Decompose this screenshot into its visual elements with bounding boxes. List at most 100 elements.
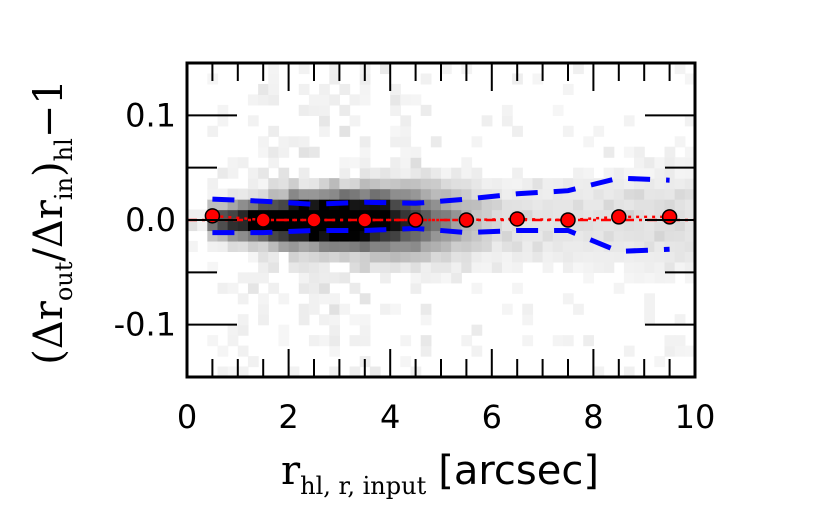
median-point: [661, 209, 678, 225]
heatmap-cell: [349, 366, 361, 378]
heatmap-cell: [491, 220, 503, 232]
heatmap-cell: [308, 188, 320, 200]
heatmap-cell: [583, 220, 594, 232]
heatmap-cell: [471, 324, 483, 336]
heatmap-cell: [268, 94, 280, 106]
heatmap-cell: [644, 157, 655, 169]
heatmap-cell: [634, 199, 645, 211]
heatmap-cell: [319, 314, 330, 326]
heatmap-cell: [501, 303, 513, 315]
heatmap-cell: [420, 230, 432, 242]
heatmap-cell: [583, 167, 594, 179]
heatmap-cell: [593, 240, 605, 252]
heatmap-cell: [623, 230, 635, 242]
heatmap-cell: [339, 188, 351, 200]
y-tick-label: -0.1: [114, 306, 176, 344]
heatmap-cell: [512, 282, 523, 294]
heatmap-cell: [237, 230, 249, 242]
heatmap-cell: [400, 136, 412, 148]
heatmap-cell: [542, 209, 554, 221]
heatmap-cell: [532, 73, 544, 85]
heatmap-cell: [664, 157, 676, 169]
heatmap-cell: [430, 188, 442, 200]
heatmap-cell: [573, 167, 584, 179]
heatmap-cell: [603, 188, 615, 200]
heatmap-cell: [430, 199, 442, 211]
heatmap-cell: [532, 230, 544, 242]
heatmap-cell: [268, 240, 280, 252]
y-label-part1: (Δr: [26, 300, 72, 364]
heatmap-cell: [217, 230, 229, 242]
heatmap-cell: [227, 240, 239, 252]
heatmap-cell: [207, 261, 219, 273]
x-tick-labels: 0 2 4 6 8 10: [177, 398, 716, 436]
heatmap-cell: [634, 220, 645, 232]
heatmap-cell: [420, 73, 432, 85]
heatmap-cell: [258, 94, 269, 106]
heatmap-cell: [481, 209, 493, 221]
y-axis-label: (Δrout/Δrin)hl−1: [26, 79, 78, 365]
heatmap-cell: [268, 282, 280, 294]
heatmap-cell: [400, 125, 412, 137]
heatmap-cell: [268, 83, 280, 95]
heatmap-cell: [369, 188, 381, 200]
heatmap-cell: [268, 178, 280, 190]
heatmap-cell: [207, 178, 219, 190]
heatmap-cell: [634, 178, 645, 190]
heatmap-cell: [278, 293, 290, 305]
heatmap-cell: [441, 188, 452, 200]
heatmap-cell: [329, 240, 340, 252]
heatmap-cell: [390, 303, 401, 315]
heatmap-cell: [349, 94, 361, 106]
x-axis-label-main: r: [281, 448, 301, 494]
heatmap-cell: [562, 178, 574, 190]
heatmap-cell: [227, 220, 239, 232]
heatmap-cell: [451, 261, 462, 273]
heatmap-cell: [329, 94, 340, 106]
heatmap-cell: [410, 146, 422, 158]
heatmap-cell: [258, 303, 269, 315]
heatmap-cell: [644, 251, 655, 263]
heatmap-cell: [207, 240, 219, 252]
heatmap-cell: [491, 209, 503, 221]
heatmap-cell: [542, 251, 554, 263]
heatmap-cell: [380, 251, 391, 263]
heatmap-cell: [308, 282, 320, 294]
heatmap-cell: [359, 94, 371, 106]
heatmap-cell: [380, 230, 391, 242]
heatmap-cell: [573, 220, 584, 232]
heatmap-cell: [258, 83, 269, 95]
heatmap-cell: [583, 136, 594, 148]
heatmap-cell: [349, 230, 361, 242]
heatmap-cell: [654, 167, 666, 179]
heatmap-cell: [674, 178, 686, 190]
heatmap-cell: [664, 220, 676, 232]
heatmap-cell: [359, 324, 371, 336]
x-axis-label-unit: [arcsec]: [438, 448, 599, 494]
heatmap-cell: [644, 303, 655, 315]
heatmap-cell: [430, 261, 442, 273]
heatmap-cell: [390, 104, 401, 116]
heatmap-cell: [654, 188, 666, 200]
heatmap-cell: [319, 220, 330, 232]
heatmap-cell: [258, 146, 269, 158]
heatmap-cell: [308, 293, 320, 305]
heatmap-cell: [308, 230, 320, 242]
heatmap-cell: [441, 261, 452, 273]
heatmap-cell: [288, 136, 300, 148]
heatmap-cell: [684, 220, 696, 232]
heatmap-cell: [522, 230, 534, 242]
heatmap-cell: [380, 261, 391, 273]
heatmap-cell: [674, 136, 686, 148]
heatmap-cell: [329, 303, 340, 315]
heatmap-cell: [451, 178, 462, 190]
heatmap-cell: [288, 188, 300, 200]
heatmap-cell: [573, 188, 584, 200]
median-point: [458, 212, 475, 228]
heatmap-cell: [430, 220, 442, 232]
heatmap-cell: [237, 220, 249, 232]
heatmap-cell: [288, 178, 300, 190]
heatmap-cell: [278, 230, 290, 242]
heatmap-cell: [654, 261, 666, 273]
heatmap-cell: [471, 240, 483, 252]
